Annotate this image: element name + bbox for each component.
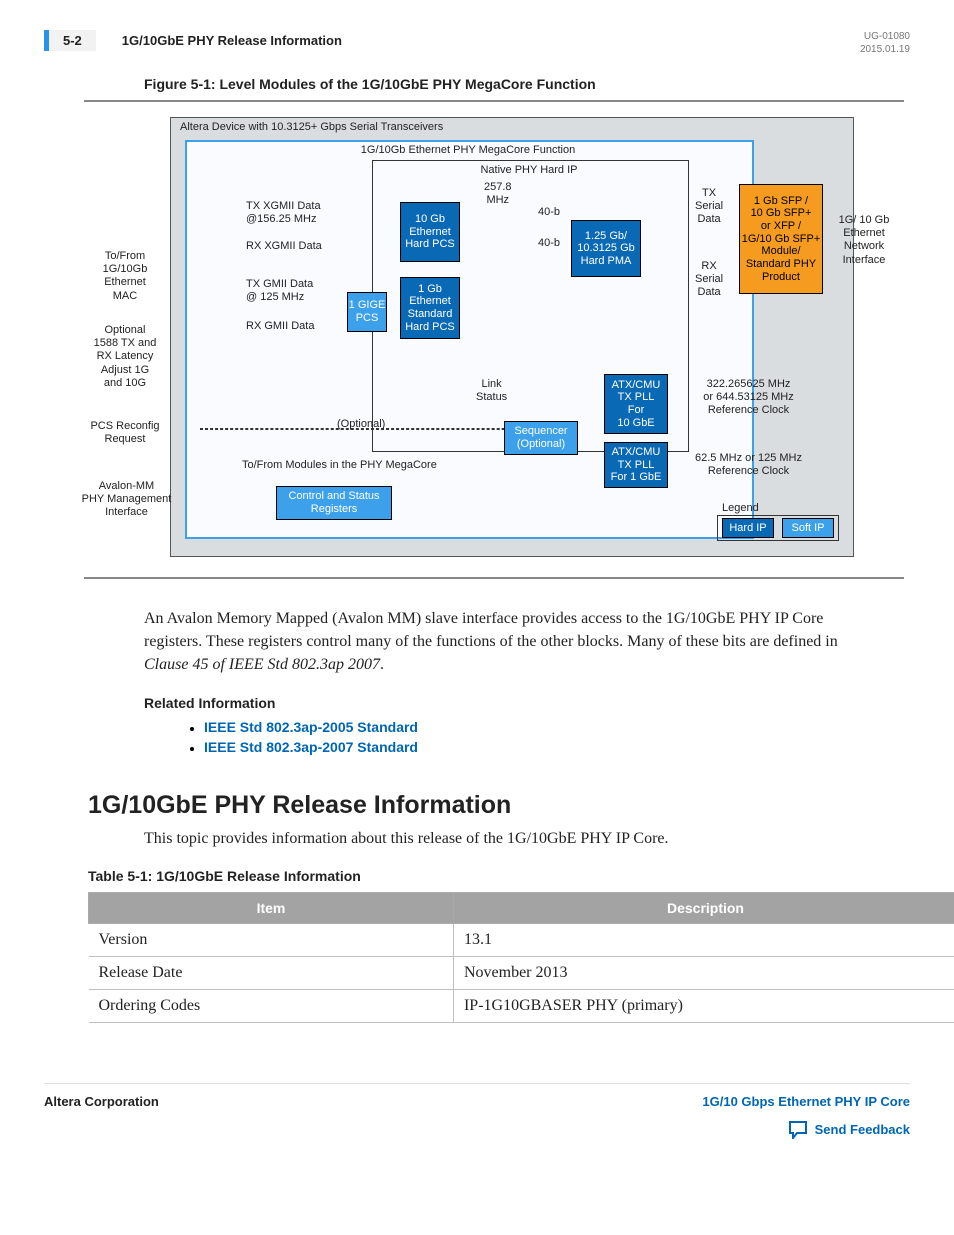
box-atx1: ATX/CMU TX PLL For 1 GbE [604, 442, 668, 488]
optional-label: (Optional) [337, 418, 385, 431]
mhz-label: 257.8 MHz [484, 181, 512, 207]
rx-xgmii: RX XGMII Data [246, 240, 322, 253]
box-pma: 1.25 Gb/ 10.3125 Gb Hard PMA [571, 220, 641, 277]
tx-gmii: TX GMII Data @ 125 MHz [246, 278, 313, 304]
table-row: Version 13.1 [89, 923, 954, 956]
box-1g-pcs: 1 Gb Ethernet Standard Hard PCS [400, 277, 460, 339]
related-link[interactable]: IEEE Std 802.3ap-2005 Standard [204, 719, 418, 735]
side-1588: Optional 1588 TX and RX Latency Adjust 1… [79, 324, 171, 390]
body-paragraph: An Avalon Memory Mapped (Avalon MM) slav… [44, 607, 910, 677]
table-row: Ordering Codes IP-1G10GBASER PHY (primar… [89, 989, 954, 1022]
footer-link[interactable]: 1G/10 Gbps Ethernet PHY IP Core [702, 1094, 910, 1109]
native-label: Native PHY Hard IP [454, 164, 604, 177]
para-italic: Clause 45 of IEEE Std 802.3ap 2007 [144, 656, 380, 673]
side-avalon: Avalon-MM PHY Management Interface [74, 480, 179, 520]
box-10g-pcs: 10 Gb Ethernet Hard PCS [400, 202, 460, 262]
figure-diagram: Altera Device with 10.3125+ Gbps Serial … [84, 100, 904, 579]
col-item: Item [89, 892, 454, 923]
cell-desc: IP-1G10GBASER PHY (primary) [453, 989, 954, 1022]
tx-xgmii: TX XGMII Data @156.25 MHz [246, 200, 321, 226]
doc-id: UG-01080 [860, 30, 910, 43]
feedback-icon [789, 1121, 809, 1139]
section-lead: This topic provides information about th… [44, 830, 910, 848]
legend-label: Legend [722, 502, 759, 515]
ref1: 62.5 MHz or 125 MHz Reference Clock [686, 452, 811, 478]
tx-serial: TX Serial Data [695, 187, 723, 227]
related-heading: Related Information [144, 695, 910, 711]
related-links-list: IEEE Std 802.3ap-2005 Standard IEEE Std … [164, 719, 910, 755]
side-mac: To/From 1G/10Gb Ethernet MAC [79, 250, 171, 303]
section-heading: 1G/10GbE PHY Release Information [88, 791, 910, 820]
doc-date: 2015.01.19 [860, 43, 910, 56]
box-atx10: ATX/CMU TX PLL For 10 GbE [604, 374, 668, 434]
release-table: Item Description Version 13.1 Release Da… [88, 892, 954, 1023]
page-header: 5-2 1G/10GbE PHY Release Information UG-… [44, 30, 910, 56]
feedback-link[interactable]: Send Feedback [815, 1122, 910, 1137]
page-number-badge: 5-2 [44, 30, 96, 51]
col-desc: Description [453, 892, 954, 923]
cell-desc: 13.1 [453, 923, 954, 956]
cell-desc: November 2013 [453, 956, 954, 989]
box-csr: Control and Status Registers [276, 486, 392, 520]
running-title: 1G/10GbE PHY Release Information [122, 33, 342, 48]
outer-label: Altera Device with 10.3125+ Gbps Serial … [180, 121, 443, 134]
b40a: 40-b [538, 206, 560, 219]
net-if: 1G/ 10 Gb Ethernet Network Interface [834, 214, 894, 267]
side-pcs: PCS Reconfig Request [79, 420, 171, 446]
page-footer: Altera Corporation 1G/10 Gbps Ethernet P… [44, 1083, 910, 1139]
para-end: . [380, 656, 384, 673]
related-link[interactable]: IEEE Std 802.3ap-2007 Standard [204, 739, 418, 755]
box-sequencer: Sequencer (Optional) [504, 421, 578, 455]
figure-caption: Figure 5-1: Level Modules of the 1G/10Gb… [44, 76, 910, 92]
rx-gmii: RX GMII Data [246, 320, 314, 333]
table-row: Release Date November 2013 [89, 956, 954, 989]
cell-item: Version [89, 923, 454, 956]
cell-item: Ordering Codes [89, 989, 454, 1022]
box-gige: 1 GIGE PCS [347, 292, 387, 332]
link-status: Link Status [476, 378, 507, 404]
related-link-item: IEEE Std 802.3ap-2005 Standard [204, 719, 910, 735]
ref10: 322.265625 MHz or 644.53125 MHz Referenc… [686, 378, 811, 418]
b40b: 40-b [538, 237, 560, 250]
box-sfp: 1 Gb SFP / 10 Gb SFP+ or XFP / 1G/10 Gb … [739, 184, 823, 294]
inner-label: 1G/10Gb Ethernet PHY MegaCore Function [349, 144, 587, 157]
cell-item: Release Date [89, 956, 454, 989]
related-link-item: IEEE Std 802.3ap-2007 Standard [204, 739, 910, 755]
rx-serial: RX Serial Data [695, 260, 723, 300]
footer-left: Altera Corporation [44, 1094, 159, 1139]
to-from-mods: To/From Modules in the PHY MegaCore [242, 459, 437, 472]
para-text: An Avalon Memory Mapped (Avalon MM) slav… [144, 610, 838, 650]
table-caption: Table 5-1: 1G/10GbE Release Information [88, 868, 910, 884]
